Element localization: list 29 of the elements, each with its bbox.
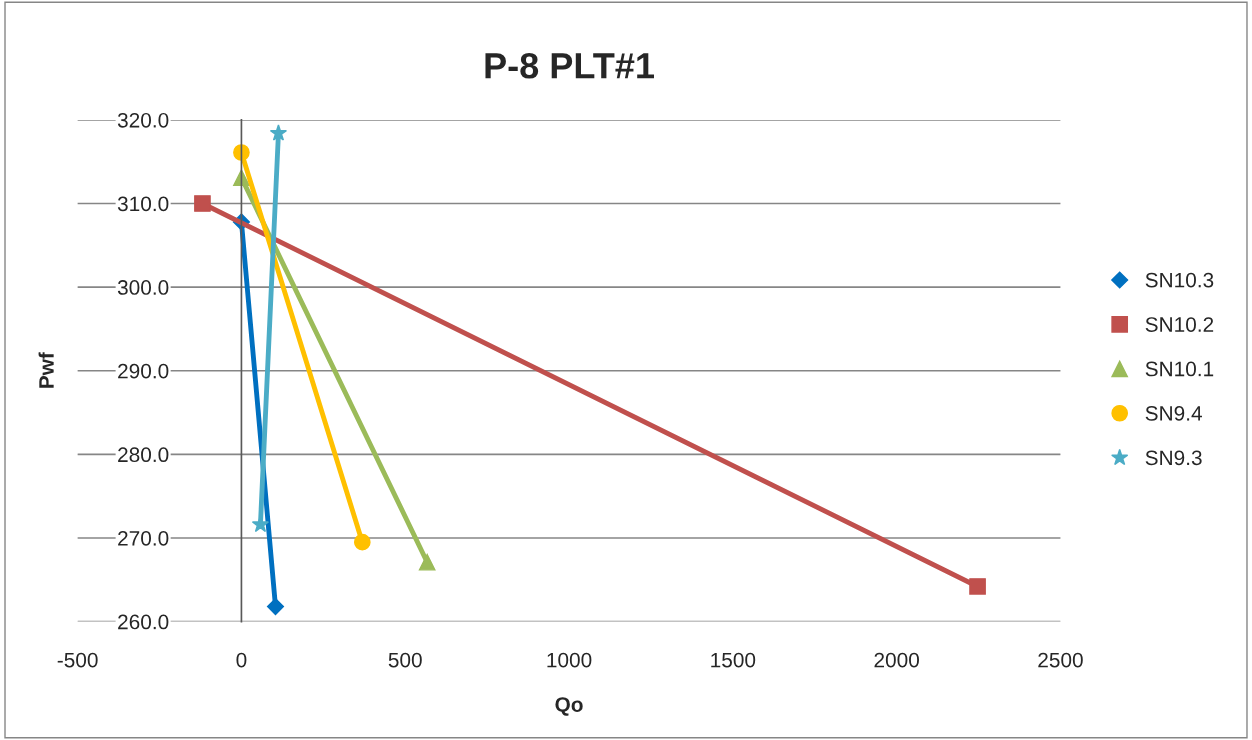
y-tick-label: 310.0 (117, 196, 169, 212)
y-tick-label: 320.0 (117, 112, 169, 128)
y-tick-label: 300.0 (117, 280, 169, 295)
point (969, 578, 986, 595)
x-axis-title: Qo (555, 697, 583, 716)
y-tick-label: 280.0 (118, 447, 169, 463)
point (266, 597, 285, 616)
point (353, 533, 371, 551)
chart-title: P-8 PLT#1 (485, 53, 654, 79)
x-tick-label: 2000 (874, 652, 919, 668)
point (269, 124, 288, 141)
legend-label: SN9.4 (1145, 406, 1202, 421)
x-tick-label: 0 (236, 652, 247, 668)
point (233, 144, 250, 161)
y-axis-title: Pwf (38, 352, 54, 388)
x-tick-label: 500 (388, 652, 422, 668)
x-tick-label: 1500 (711, 652, 756, 668)
legend-label: SN10.3 (1145, 272, 1214, 288)
legend-label: SN10.1 (1145, 361, 1214, 377)
legend-label: SN9.3 (1145, 450, 1202, 466)
point (418, 553, 436, 571)
y-tick-label: 290.0 (118, 363, 169, 379)
legend-label: SN10.2 (1145, 317, 1214, 332)
y-tick-label: 270.0 (118, 530, 169, 546)
x-tick-label: 2500 (1038, 652, 1083, 668)
x-tick-label: -500 (57, 652, 98, 668)
y-tick-label: 260.0 (118, 614, 169, 630)
point (194, 195, 211, 212)
x-tick-label: 1000 (547, 652, 592, 668)
